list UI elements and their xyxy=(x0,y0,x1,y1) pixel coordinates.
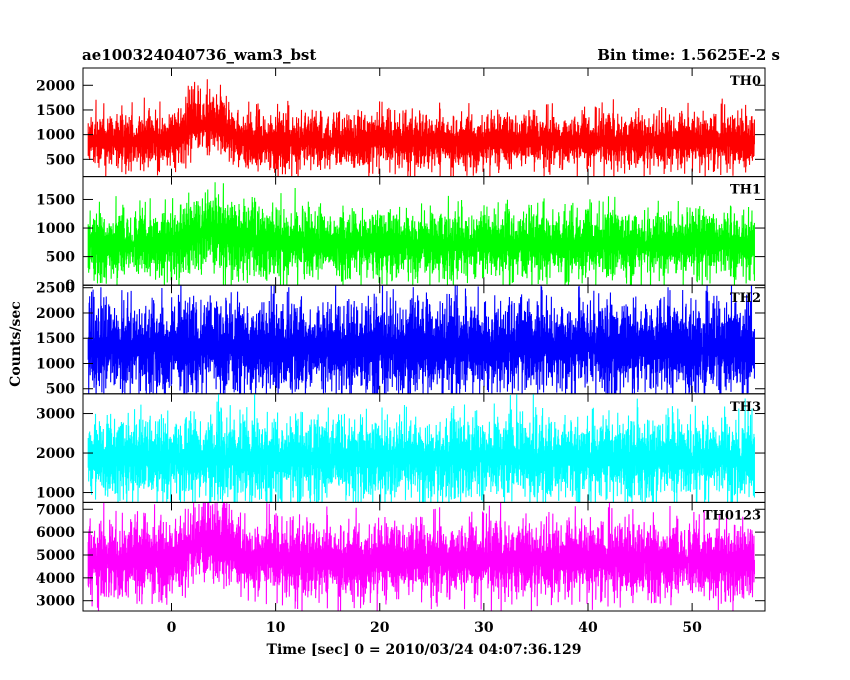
y-tick-label: 3000 xyxy=(36,407,75,423)
panel-th0: 500 1000 1500 2000 TH0 xyxy=(36,67,766,178)
y-tick-label: 2000 xyxy=(36,306,75,322)
x-axis-title: Time [sec] 0 = 2010/03/24 04:07:36.129 xyxy=(267,642,582,658)
y-tick-label: 2000 xyxy=(36,446,75,462)
y-tick-label: 3000 xyxy=(36,594,75,610)
panel-th3: 1000 2000 3000 TH3 xyxy=(36,393,766,503)
x-tick-label: 50 xyxy=(682,620,702,636)
panel-th2: 500 1000 1500 2000 2500 TH2 xyxy=(36,281,766,398)
chart-title: ae100324040736_wam3_bst xyxy=(82,46,316,64)
panel-th0123: 3000 4000 5000 6000 7000 TH0123 xyxy=(36,501,766,612)
y-tick-label: 2500 xyxy=(36,281,75,297)
y-tick-label: 1500 xyxy=(36,103,75,119)
y-tick-label: 500 xyxy=(46,152,75,168)
panel-frame-th0123 xyxy=(82,501,766,612)
y-tick-label: 1000 xyxy=(36,356,75,372)
y-tick-label: 0 xyxy=(65,278,75,294)
y-tick-label: 1500 xyxy=(36,192,75,208)
x-tick-label: 20 xyxy=(370,620,390,636)
y-tick-label: 1500 xyxy=(36,331,75,347)
y-tick-label: 1000 xyxy=(36,486,75,502)
y-tick-label: 5000 xyxy=(36,548,75,564)
x-tick-label: 30 xyxy=(474,620,494,636)
y-axis-title: Counts/sec xyxy=(8,301,24,387)
panel-label-th0: TH0 xyxy=(730,74,761,89)
panel-label-th3: TH3 xyxy=(730,400,761,415)
series-line-th1 xyxy=(87,182,755,286)
series-line-th3 xyxy=(87,393,755,503)
series-line-th2 xyxy=(87,285,755,394)
y-tick-label: 500 xyxy=(46,382,75,398)
y-tick-label: 500 xyxy=(46,250,75,266)
x-tick-label: 40 xyxy=(578,620,598,636)
x-tick-label: 0 xyxy=(167,620,177,636)
panel-th1: 0 500 1000 1500 TH1 xyxy=(36,176,766,294)
bin-time-label: Bin time: 1.5625E-2 s xyxy=(597,46,780,64)
panel-label-th1: TH1 xyxy=(730,183,761,198)
x-tick-label: 10 xyxy=(266,620,286,636)
panel-label-th2: TH2 xyxy=(730,291,761,306)
y-tick-label: 7000 xyxy=(36,502,75,518)
y-tick-label: 4000 xyxy=(36,571,75,587)
panel-label-th0123: TH0123 xyxy=(703,508,761,523)
series-line-th0123 xyxy=(87,502,755,611)
y-tick-label: 1000 xyxy=(36,221,75,237)
y-tick-label: 6000 xyxy=(36,525,75,541)
series-line-th0 xyxy=(87,79,755,177)
y-tick-label: 1000 xyxy=(36,128,75,144)
y-tick-label: 2000 xyxy=(36,78,75,94)
